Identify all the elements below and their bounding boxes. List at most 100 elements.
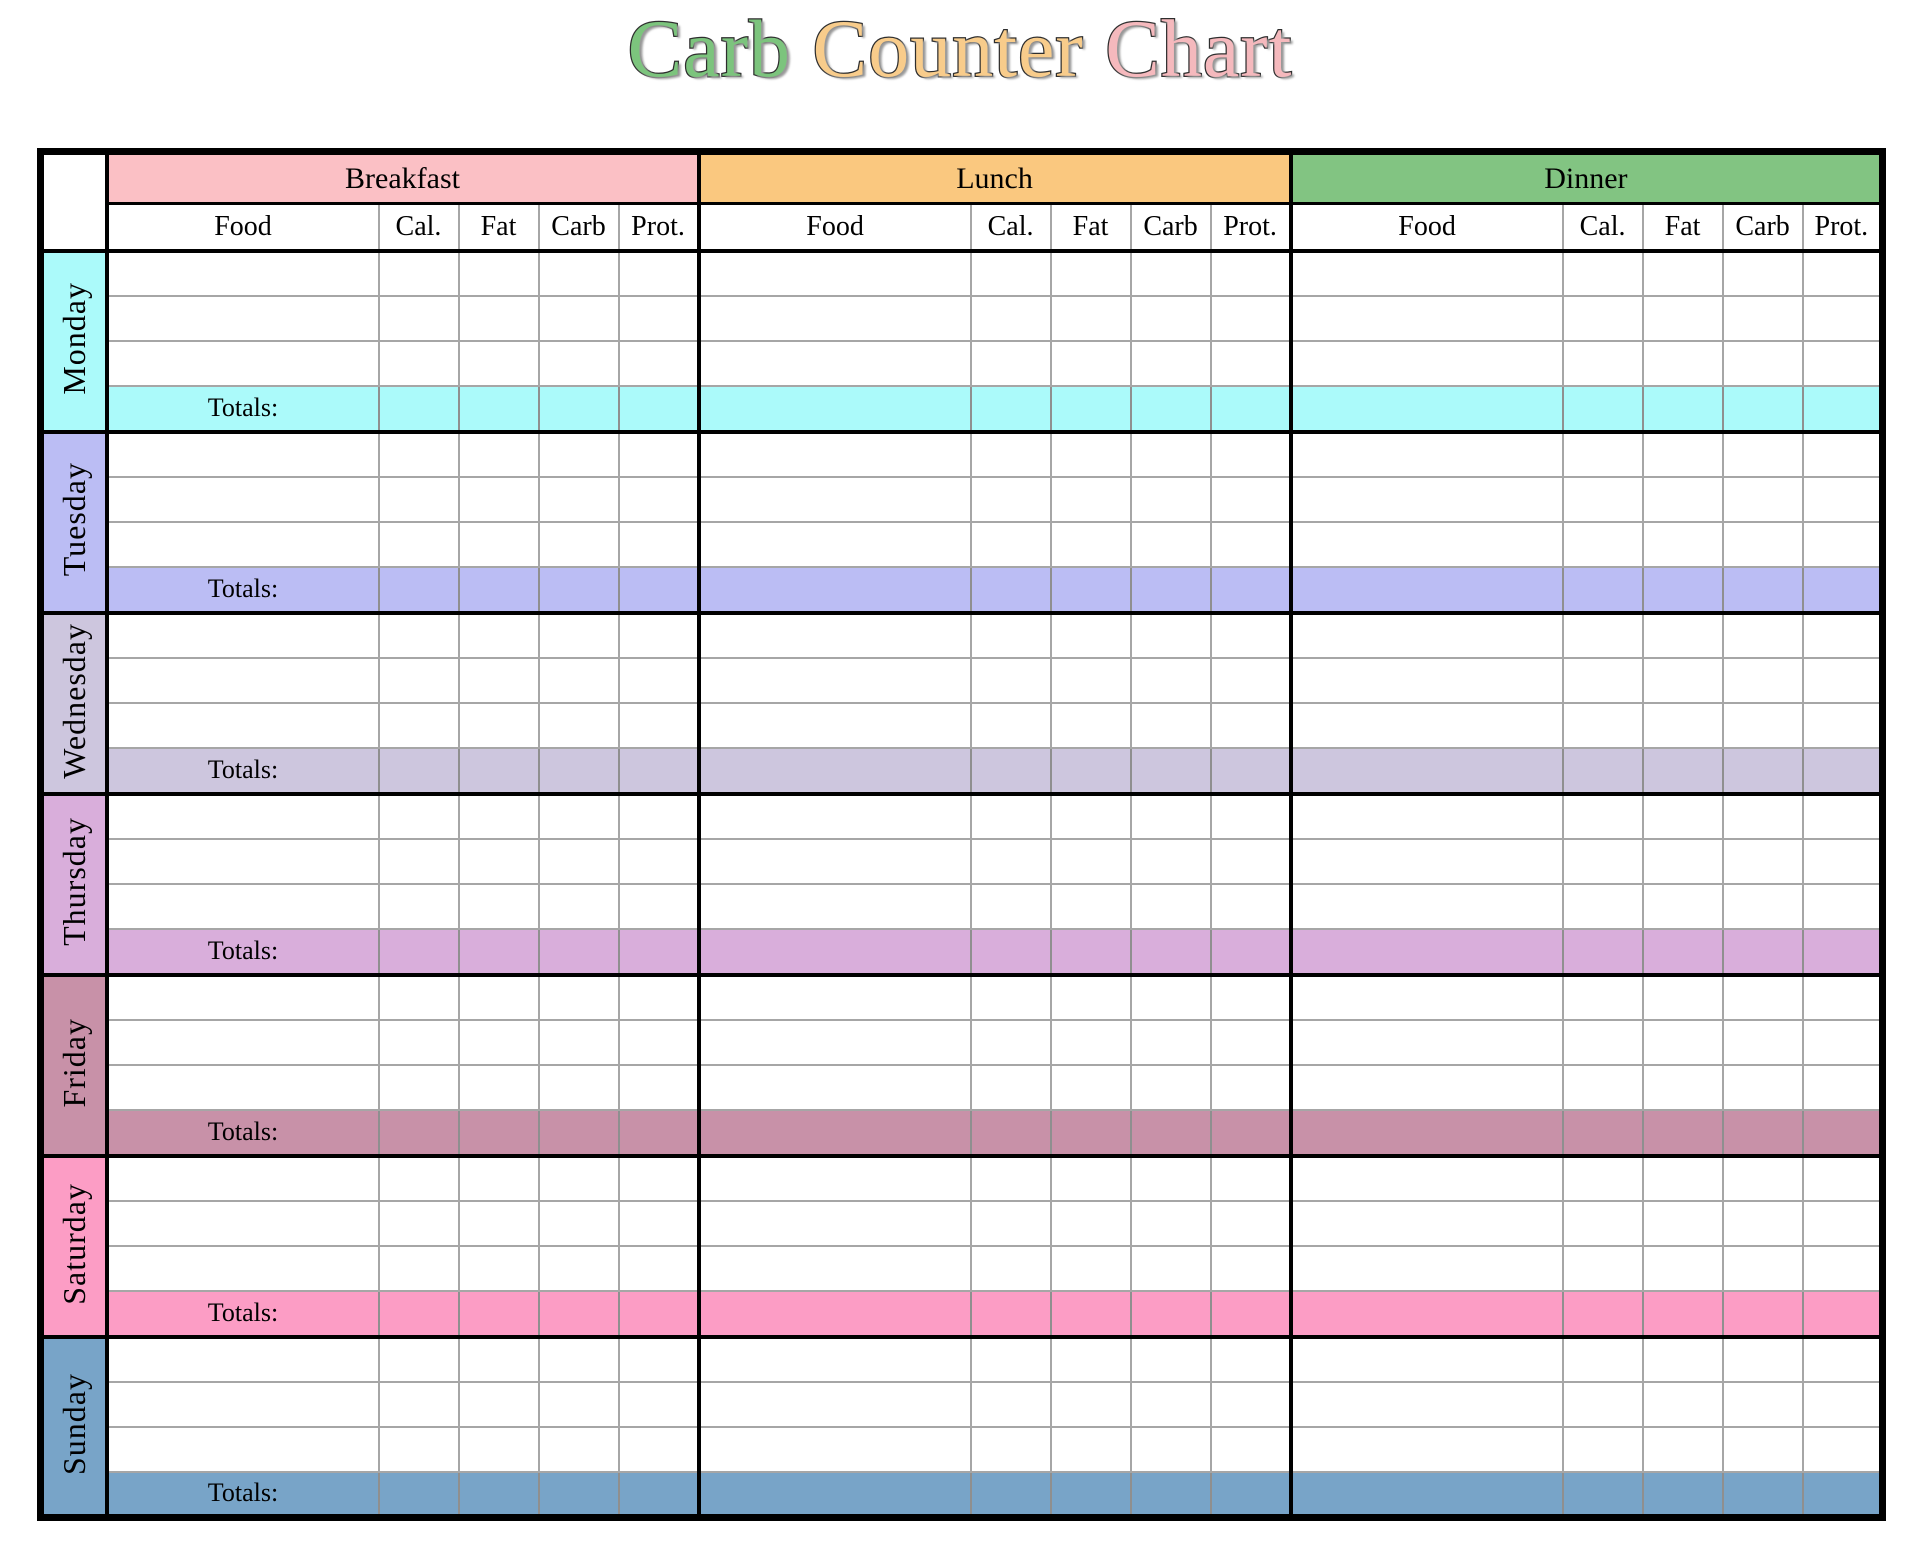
- entry-cell-prot[interactable]: [1801, 611, 1884, 659]
- entry-cell-cal[interactable]: [377, 611, 460, 659]
- entry-cell-cal[interactable]: [1561, 1199, 1644, 1247]
- entry-cell-food[interactable]: [1288, 1063, 1564, 1111]
- entry-cell-carb[interactable]: [537, 249, 620, 297]
- entry-cell-cal[interactable]: [1561, 882, 1644, 930]
- totals-cell-prot[interactable]: [1209, 1289, 1292, 1339]
- entry-cell-prot[interactable]: [1801, 475, 1884, 523]
- totals-cell-carb[interactable]: [537, 565, 620, 615]
- entry-cell-food[interactable]: [104, 1425, 380, 1473]
- entry-cell-prot[interactable]: [617, 294, 700, 342]
- totals-cell-fat[interactable]: [1049, 1289, 1132, 1339]
- totals-cell-prot[interactable]: [617, 1470, 700, 1520]
- entry-cell-food[interactable]: [104, 1244, 380, 1292]
- entry-cell-cal[interactable]: [969, 973, 1052, 1021]
- totals-cell-food[interactable]: [1288, 927, 1564, 977]
- totals-cell-fat[interactable]: [457, 565, 540, 615]
- entry-cell-food[interactable]: [696, 882, 972, 930]
- totals-cell-food[interactable]: [1288, 1108, 1564, 1158]
- entry-cell-cal[interactable]: [969, 430, 1052, 478]
- entry-cell-carb[interactable]: [1721, 475, 1804, 523]
- totals-cell-carb[interactable]: [1129, 1470, 1212, 1520]
- totals-cell-carb[interactable]: [1129, 1108, 1212, 1158]
- entry-cell-prot[interactable]: [617, 1018, 700, 1066]
- entry-cell-carb[interactable]: [1721, 1425, 1804, 1473]
- totals-cell-prot[interactable]: [1209, 1108, 1292, 1158]
- entry-cell-food[interactable]: [1288, 1199, 1564, 1247]
- totals-cell-prot[interactable]: [1801, 746, 1884, 796]
- entry-cell-food[interactable]: [1288, 792, 1564, 840]
- totals-cell-carb[interactable]: [1721, 746, 1804, 796]
- entry-cell-fat[interactable]: [457, 882, 540, 930]
- totals-cell-prot[interactable]: [1801, 1108, 1884, 1158]
- entry-cell-food[interactable]: [1288, 1154, 1564, 1202]
- entry-cell-cal[interactable]: [377, 1199, 460, 1247]
- totals-cell-cal[interactable]: [1561, 565, 1644, 615]
- entry-cell-food[interactable]: [104, 1154, 380, 1202]
- entry-cell-food[interactable]: [1288, 339, 1564, 387]
- entry-cell-fat[interactable]: [1049, 1380, 1132, 1428]
- entry-cell-carb[interactable]: [537, 882, 620, 930]
- totals-cell-cal[interactable]: [969, 1108, 1052, 1158]
- entry-cell-fat[interactable]: [1049, 882, 1132, 930]
- entry-cell-prot[interactable]: [1209, 1335, 1292, 1383]
- entry-cell-fat[interactable]: [1049, 1244, 1132, 1292]
- entry-cell-fat[interactable]: [457, 837, 540, 885]
- entry-cell-carb[interactable]: [537, 339, 620, 387]
- entry-cell-cal[interactable]: [969, 249, 1052, 297]
- totals-cell-prot[interactable]: [617, 1108, 700, 1158]
- totals-cell-fat[interactable]: [1641, 1289, 1724, 1339]
- entry-cell-food[interactable]: [696, 1154, 972, 1202]
- entry-cell-carb[interactable]: [1721, 1154, 1804, 1202]
- entry-cell-fat[interactable]: [1641, 1154, 1724, 1202]
- entry-cell-cal[interactable]: [969, 1018, 1052, 1066]
- entry-cell-carb[interactable]: [1721, 882, 1804, 930]
- entry-cell-food[interactable]: [1288, 973, 1564, 1021]
- totals-cell-prot[interactable]: [1209, 565, 1292, 615]
- entry-cell-fat[interactable]: [1641, 294, 1724, 342]
- entry-cell-carb[interactable]: [1129, 656, 1212, 704]
- entry-cell-cal[interactable]: [377, 1244, 460, 1292]
- entry-cell-prot[interactable]: [1801, 837, 1884, 885]
- entry-cell-fat[interactable]: [457, 656, 540, 704]
- entry-cell-cal[interactable]: [969, 1425, 1052, 1473]
- entry-cell-carb[interactable]: [1721, 520, 1804, 568]
- entry-cell-food[interactable]: [696, 837, 972, 885]
- totals-cell-prot[interactable]: [1209, 1470, 1292, 1520]
- entry-cell-food[interactable]: [104, 1335, 380, 1383]
- entry-cell-cal[interactable]: [969, 1199, 1052, 1247]
- entry-cell-food[interactable]: [104, 1199, 380, 1247]
- entry-cell-carb[interactable]: [1129, 339, 1212, 387]
- entry-cell-fat[interactable]: [1641, 882, 1724, 930]
- totals-cell-carb[interactable]: [1129, 1289, 1212, 1339]
- entry-cell-carb[interactable]: [1721, 656, 1804, 704]
- totals-cell-fat[interactable]: [1049, 565, 1132, 615]
- entry-cell-fat[interactable]: [1049, 973, 1132, 1021]
- totals-cell-food[interactable]: [696, 565, 972, 615]
- entry-cell-cal[interactable]: [1561, 249, 1644, 297]
- totals-cell-cal[interactable]: [1561, 927, 1644, 977]
- entry-cell-cal[interactable]: [969, 475, 1052, 523]
- entry-cell-cal[interactable]: [969, 339, 1052, 387]
- entry-cell-food[interactable]: [104, 1063, 380, 1111]
- entry-cell-cal[interactable]: [377, 520, 460, 568]
- totals-cell-carb[interactable]: [1721, 1470, 1804, 1520]
- entry-cell-cal[interactable]: [1561, 520, 1644, 568]
- entry-cell-food[interactable]: [1288, 1335, 1564, 1383]
- entry-cell-food[interactable]: [1288, 611, 1564, 659]
- entry-cell-prot[interactable]: [1209, 792, 1292, 840]
- totals-cell-prot[interactable]: [1209, 746, 1292, 796]
- entry-cell-prot[interactable]: [1209, 1018, 1292, 1066]
- totals-cell-carb[interactable]: [537, 384, 620, 434]
- entry-cell-carb[interactable]: [537, 1018, 620, 1066]
- totals-cell-fat[interactable]: [1641, 565, 1724, 615]
- entry-cell-cal[interactable]: [1561, 792, 1644, 840]
- entry-cell-prot[interactable]: [1801, 701, 1884, 749]
- entry-cell-cal[interactable]: [1561, 611, 1644, 659]
- entry-cell-carb[interactable]: [1129, 611, 1212, 659]
- totals-cell-food[interactable]: [1288, 565, 1564, 615]
- totals-cell-food[interactable]: [696, 1470, 972, 1520]
- entry-cell-cal[interactable]: [969, 656, 1052, 704]
- entry-cell-fat[interactable]: [457, 520, 540, 568]
- entry-cell-food[interactable]: [696, 1244, 972, 1292]
- entry-cell-carb[interactable]: [537, 1154, 620, 1202]
